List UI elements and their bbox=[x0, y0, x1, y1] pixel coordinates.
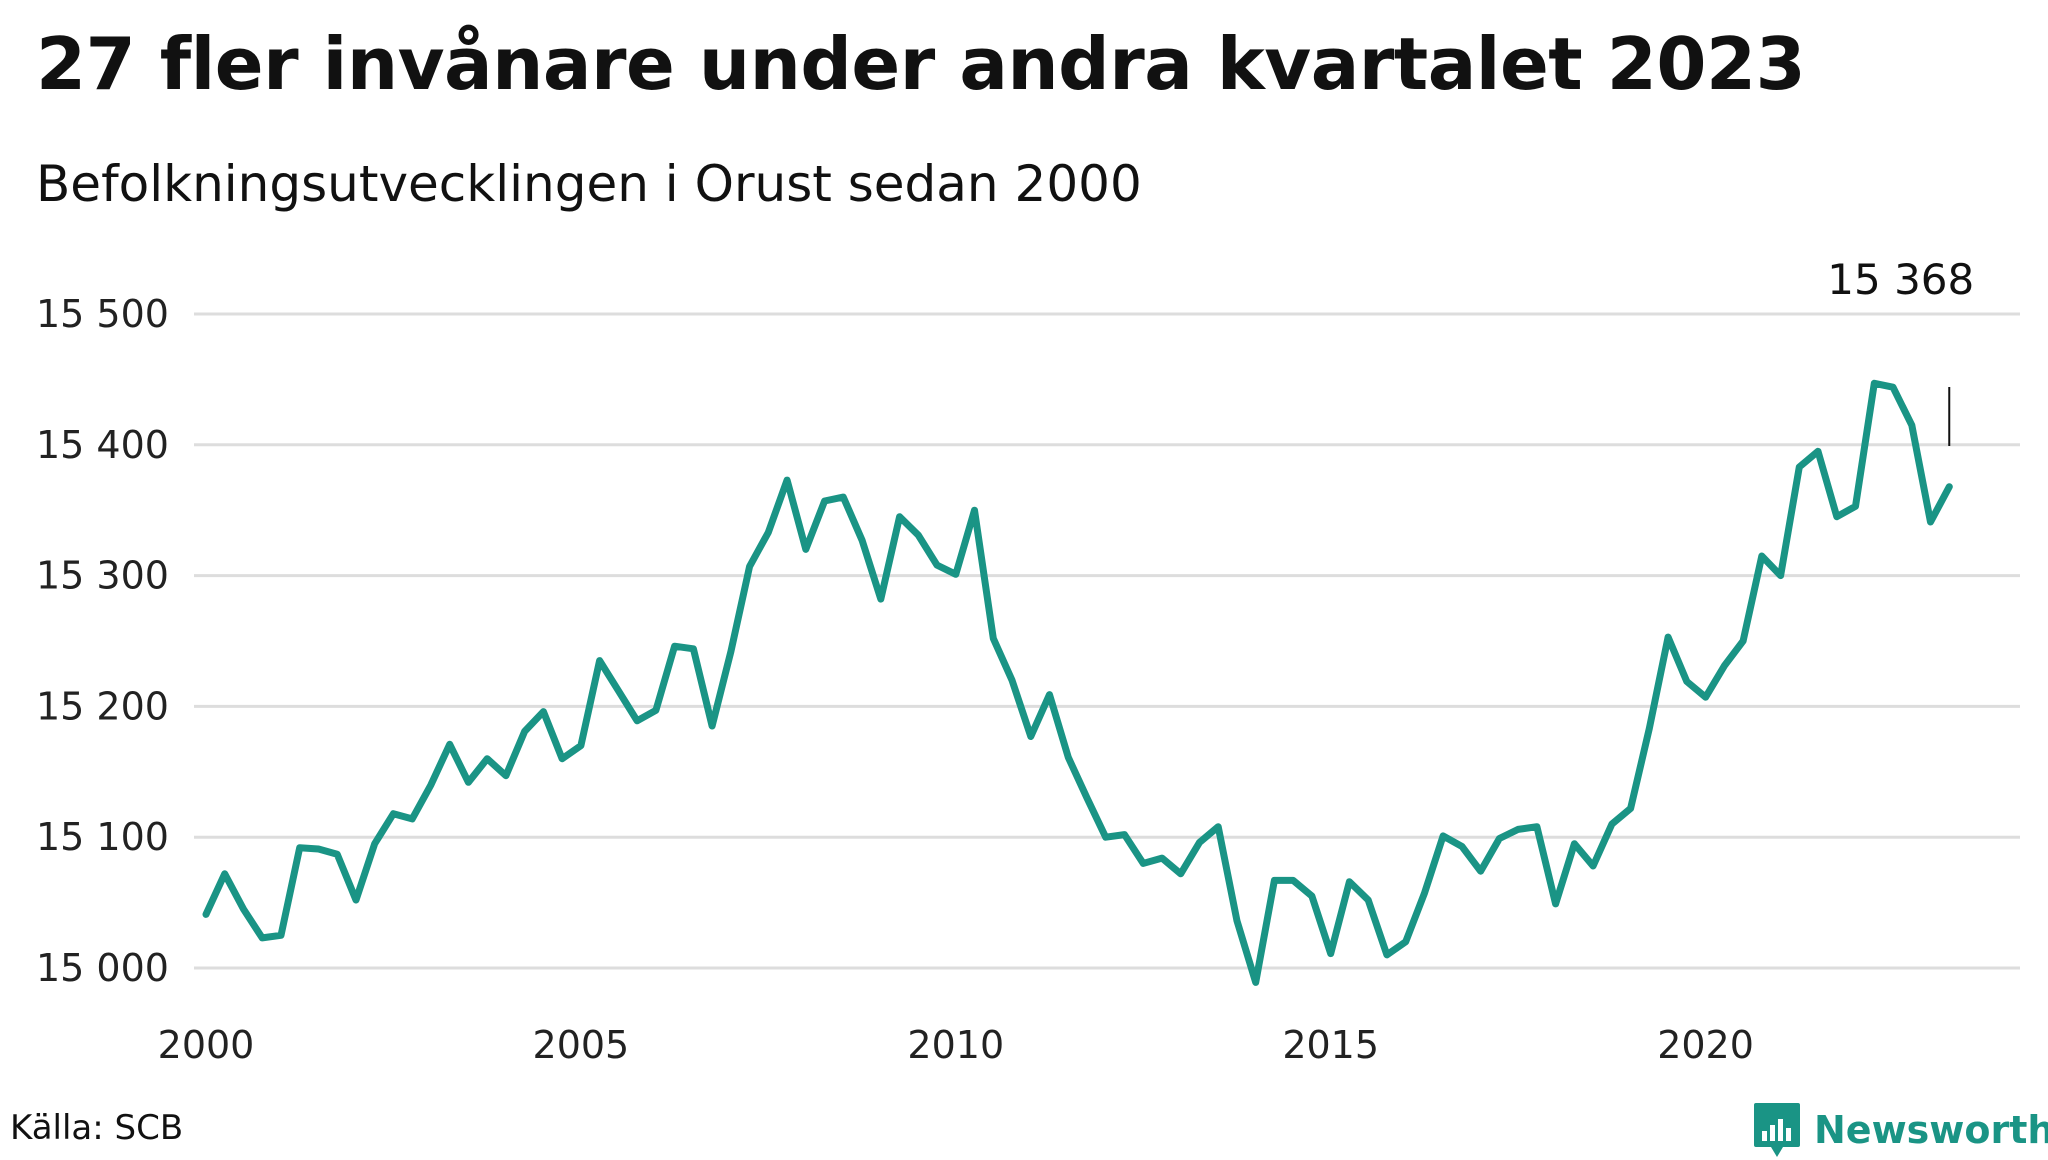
x-tick-label: 2000 bbox=[158, 1023, 255, 1067]
gridlines bbox=[194, 312, 2020, 970]
y-tick-label: 15 300 bbox=[36, 554, 169, 598]
end-annotation: 15 368 bbox=[1827, 255, 1974, 446]
chart-title: 27 fler invånare under andra kvartalet 2… bbox=[36, 22, 1806, 106]
brand-name: Newsworthy bbox=[1814, 1108, 2048, 1152]
x-axis-tick-labels: 2000 2005 2010 2015 2020 bbox=[158, 1023, 1754, 1067]
y-axis-tick-labels: 15 000 15 100 15 200 15 300 15 400 15 500 bbox=[36, 292, 169, 990]
newsworthy-logo: Newsworthy bbox=[1752, 1100, 2048, 1160]
x-tick-label: 2005 bbox=[533, 1023, 630, 1067]
series-line-0 bbox=[202, 379, 1953, 986]
series-layer bbox=[202, 379, 1953, 986]
y-tick-label: 15 000 bbox=[36, 946, 169, 990]
source-credit: Källa: SCB bbox=[10, 1108, 184, 1148]
chart-subtitle: Befolkningsutvecklingen i Orust sedan 20… bbox=[36, 155, 1142, 213]
end-value-label: 15 368 bbox=[1827, 255, 1974, 304]
y-tick-label: 15 400 bbox=[36, 423, 169, 467]
newsworthy-logo-icon bbox=[1754, 1103, 1800, 1157]
y-tick-label: 15 200 bbox=[36, 684, 169, 728]
y-tick-label: 15 500 bbox=[36, 292, 169, 336]
x-tick-label: 2015 bbox=[1282, 1023, 1379, 1067]
x-tick-label: 2020 bbox=[1657, 1023, 1754, 1067]
x-tick-label: 2010 bbox=[907, 1023, 1004, 1067]
y-tick-label: 15 100 bbox=[36, 815, 169, 859]
